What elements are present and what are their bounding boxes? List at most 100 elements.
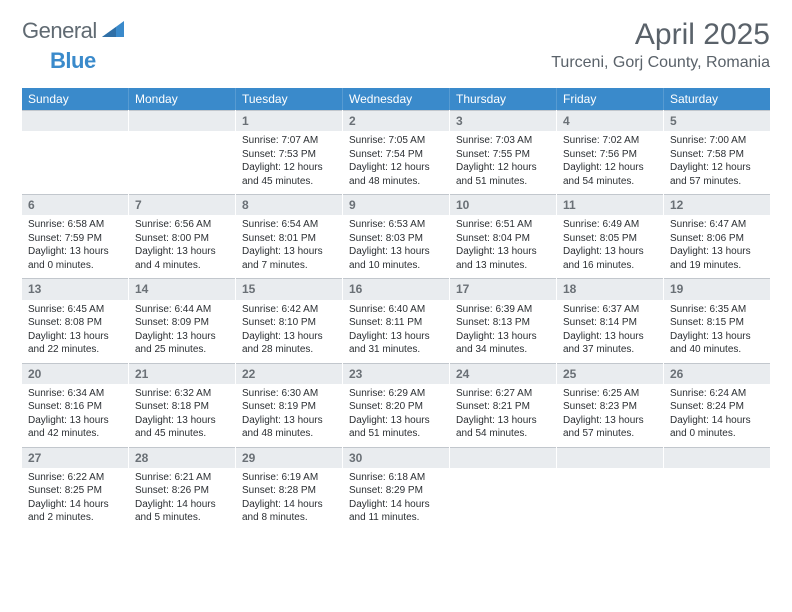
day-daylight1: Daylight: 12 hours [349,161,443,175]
day-cell: 8 Sunrise: 6:54 AMSunset: 8:01 PMDaylight… [236,194,343,278]
day-cell: 26Sunrise: 6:24 AMSunset: 8:24 PMDayligh… [664,363,770,447]
day-number: 6 [22,194,128,215]
day-body: Sunrise: 6:22 AMSunset: 8:25 PMDaylight:… [22,468,128,525]
weekday-header: Friday [557,88,664,110]
day-sunset: Sunset: 8:23 PM [563,400,657,414]
day-sunrise: Sunrise: 6:40 AM [349,303,443,317]
week-row: 6Sunrise: 6:58 AMSunset: 7:59 PMDaylight… [22,194,770,278]
day-daylight2: and 42 minutes. [28,427,122,441]
day-sunset: Sunset: 8:25 PM [28,484,122,498]
day-cell: 28Sunrise: 6:21 AMSunset: 8:26 PMDayligh… [129,447,236,531]
day-cell: 5Sunrise: 7:00 AMSunset: 7:58 PMDaylight… [664,110,770,194]
day-sunrise: Sunrise: 6:24 AM [670,387,764,401]
day-number: . [664,447,770,468]
day-sunset: Sunset: 8:28 PM [242,484,336,498]
day-daylight2: and 4 minutes. [135,259,229,273]
day-number: 2 [343,110,449,131]
day-daylight2: and 51 minutes. [349,427,443,441]
day-daylight1: Daylight: 13 hours [28,330,122,344]
day-number: 28 [129,447,235,468]
day-number: . [450,447,556,468]
day-sunrise: Sunrise: 6:29 AM [349,387,443,401]
day-sunset: Sunset: 8:09 PM [135,316,229,330]
day-sunset: Sunset: 8:00 PM [135,232,229,246]
day-daylight1: Daylight: 13 hours [563,245,657,259]
day-sunrise: Sunrise: 6:58 AM [28,218,122,232]
day-body: Sunrise: 6:58 AMSunset: 7:59 PMDaylight:… [22,215,128,272]
day-number: 10 [450,194,556,215]
day-sunrise: Sunrise: 6:53 AM [349,218,443,232]
month-title: April 2025 [551,18,770,52]
day-body: Sunrise: 6:25 AMSunset: 8:23 PMDaylight:… [557,384,663,441]
day-daylight1: Daylight: 13 hours [242,245,336,259]
day-cell: 13 Sunrise: 6:45 AMSunset: 8:08 PMDayligh… [22,278,129,362]
day-daylight1: Daylight: 13 hours [242,414,336,428]
day-sunset: Sunset: 7:58 PM [670,148,764,162]
calendar-weeks: ..1Sunrise: 7:07 AMSunset: 7:53 PMDaylig… [22,110,770,531]
day-sunrise: Sunrise: 6:19 AM [242,471,336,485]
day-daylight1: Daylight: 14 hours [28,498,122,512]
day-number: 11 [557,194,663,215]
day-daylight1: Daylight: 13 hours [349,245,443,259]
week-row: 27Sunrise: 6:22 AMSunset: 8:25 PMDayligh… [22,447,770,531]
day-sunrise: Sunrise: 7:00 AM [670,134,764,148]
weekday-header: Sunday [22,88,129,110]
day-sunset: Sunset: 8:16 PM [28,400,122,414]
day-number: 22 [236,363,342,384]
day-cell: 10Sunrise: 6:51 AMSunset: 8:04 PMDayligh… [450,194,557,278]
day-body: Sunrise: 6:34 AMSunset: 8:16 PMDaylight:… [22,384,128,441]
day-sunset: Sunset: 8:24 PM [670,400,764,414]
day-daylight2: and 25 minutes. [135,343,229,357]
day-number: 24 [450,363,556,384]
day-number: 23 [343,363,449,384]
day-daylight1: Daylight: 13 hours [242,330,336,344]
day-body: Sunrise: 7:03 AMSunset: 7:55 PMDaylight:… [450,131,556,188]
day-daylight1: Daylight: 13 hours [28,245,122,259]
day-daylight2: and 40 minutes. [670,343,764,357]
day-sunset: Sunset: 7:53 PM [242,148,336,162]
day-number: 13 [22,278,128,299]
day-daylight1: Daylight: 13 hours [349,330,443,344]
day-cell: 20Sunrise: 6:34 AMSunset: 8:16 PMDayligh… [22,363,129,447]
day-daylight1: Daylight: 12 hours [242,161,336,175]
day-number: . [129,110,235,131]
day-body: Sunrise: 7:07 AMSunset: 7:53 PMDaylight:… [236,131,342,188]
day-sunrise: Sunrise: 6:51 AM [456,218,550,232]
day-cell: 1Sunrise: 7:07 AMSunset: 7:53 PMDaylight… [236,110,343,194]
day-number: . [557,447,663,468]
day-sunset: Sunset: 8:01 PM [242,232,336,246]
day-body: Sunrise: 6:56 AMSunset: 8:00 PMDaylight:… [129,215,235,272]
day-daylight1: Daylight: 12 hours [670,161,764,175]
day-sunset: Sunset: 8:08 PM [28,316,122,330]
day-body: Sunrise: 6:29 AMSunset: 8:20 PMDaylight:… [343,384,449,441]
day-body: Sunrise: 7:02 AMSunset: 7:56 PMDaylight:… [557,131,663,188]
day-daylight2: and 10 minutes. [349,259,443,273]
day-cell: . [22,110,129,194]
brand-triangle-icon [102,21,124,42]
day-daylight2: and 34 minutes. [456,343,550,357]
day-sunrise: Sunrise: 6:35 AM [670,303,764,317]
day-sunset: Sunset: 8:20 PM [349,400,443,414]
day-body: Sunrise: 6:18 AMSunset: 8:29 PMDaylight:… [343,468,449,525]
weekday-header: Tuesday [236,88,343,110]
day-sunset: Sunset: 7:55 PM [456,148,550,162]
day-sunrise: Sunrise: 6:54 AM [242,218,336,232]
day-body: Sunrise: 6:21 AMSunset: 8:26 PMDaylight:… [129,468,235,525]
day-body: Sunrise: 6:30 AMSunset: 8:19 PMDaylight:… [236,384,342,441]
weekday-header: Wednesday [343,88,450,110]
day-sunrise: Sunrise: 6:30 AM [242,387,336,401]
day-number: 7 [129,194,235,215]
day-sunset: Sunset: 8:18 PM [135,400,229,414]
day-daylight2: and 0 minutes. [28,259,122,273]
day-daylight2: and 19 minutes. [670,259,764,273]
day-number: 19 [664,278,770,299]
day-cell: 18Sunrise: 6:37 AMSunset: 8:14 PMDayligh… [557,278,664,362]
day-daylight2: and 54 minutes. [456,427,550,441]
day-number: 12 [664,194,770,215]
day-sunset: Sunset: 8:29 PM [349,484,443,498]
day-number: 8 [236,194,342,215]
day-sunrise: Sunrise: 6:18 AM [349,471,443,485]
day-cell: 11Sunrise: 6:49 AMSunset: 8:05 PMDayligh… [557,194,664,278]
day-number: 4 [557,110,663,131]
day-sunrise: Sunrise: 6:45 AM [28,303,122,317]
